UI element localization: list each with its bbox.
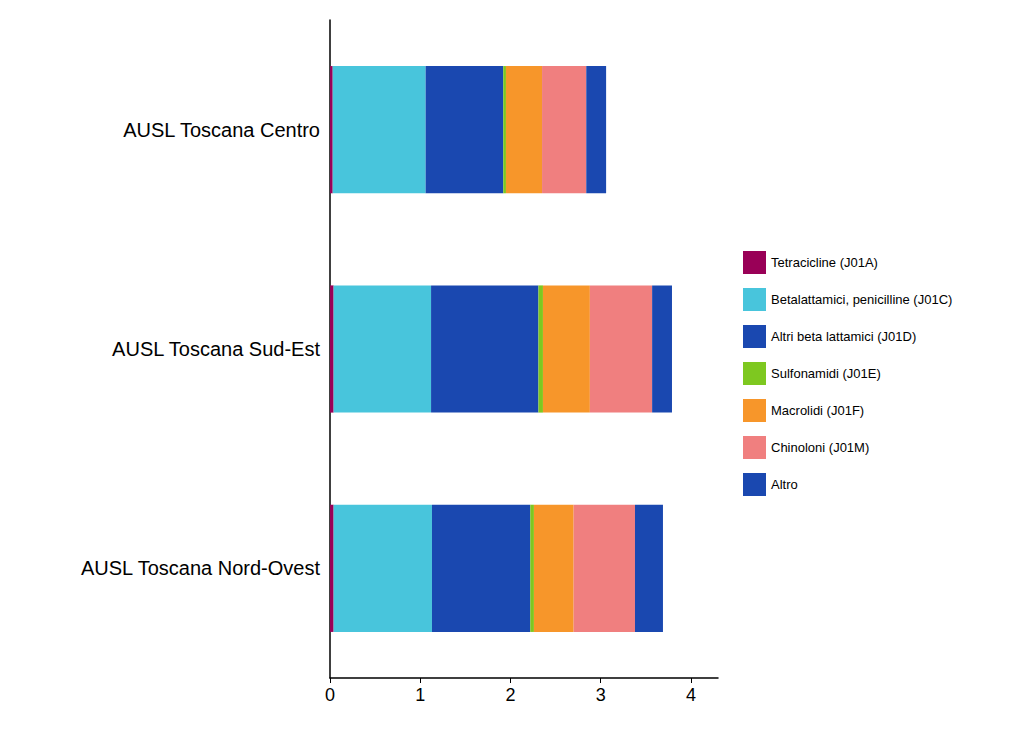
svg-text:AUSL Toscana Nord-Ovest: AUSL Toscana Nord-Ovest (81, 557, 320, 579)
svg-text:Tetracicline (J01A): Tetracicline (J01A) (771, 255, 878, 270)
svg-text:AUSL Toscana Centro: AUSL Toscana Centro (123, 119, 320, 141)
svg-text:AUSL Toscana Sud-Est: AUSL Toscana Sud-Est (112, 338, 320, 360)
svg-text:4: 4 (686, 685, 696, 705)
svg-text:Chinoloni (J01M): Chinoloni (J01M) (771, 440, 869, 455)
svg-text:1: 1 (415, 685, 425, 705)
svg-text:0: 0 (325, 685, 335, 705)
svg-text:2: 2 (505, 685, 515, 705)
svg-text:Altri beta lattamici (J01D): Altri beta lattamici (J01D) (771, 329, 916, 344)
svg-text:Sulfonamidi (J01E): Sulfonamidi (J01E) (771, 366, 881, 381)
svg-text:Betalattamici, penicilline (J0: Betalattamici, penicilline (J01C) (771, 292, 952, 307)
svg-text:Macrolidi (J01F): Macrolidi (J01F) (771, 403, 864, 418)
svg-text:Altro: Altro (771, 477, 798, 492)
svg-text:3: 3 (596, 685, 606, 705)
